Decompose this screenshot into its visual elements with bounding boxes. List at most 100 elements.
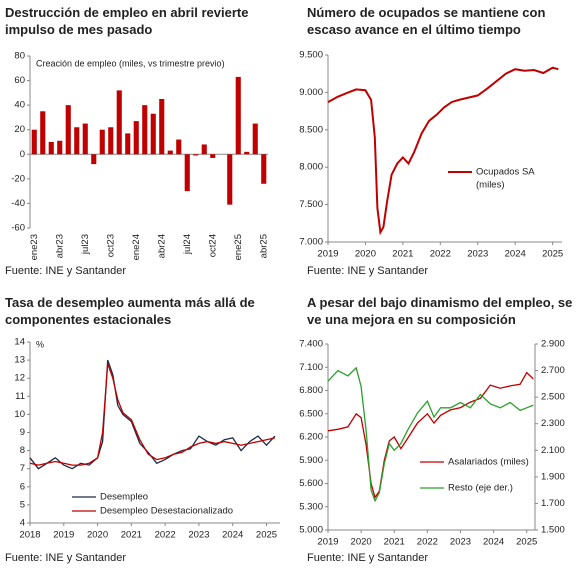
y-tick-label: -60: [11, 223, 25, 234]
x-tick-label: 2019: [317, 249, 338, 260]
bar: [116, 90, 122, 155]
y-tick-label: -20: [11, 173, 25, 184]
bar: [176, 139, 182, 155]
y-tick-label: 10: [14, 409, 25, 420]
source: Fuente: INE y Santander: [5, 265, 127, 277]
bar: [167, 150, 173, 155]
y2-tick-label: 1.700: [541, 498, 565, 509]
y-tick-label: 9: [20, 427, 25, 438]
y-tick-label: 5.900: [299, 455, 323, 466]
bar: [201, 144, 207, 155]
x-tick-label: 2020: [87, 530, 108, 541]
x-tick-label: abr24: [156, 234, 167, 258]
bar: [150, 113, 156, 155]
y-tick-label: 6.500: [299, 408, 323, 419]
line-series: [327, 371, 534, 499]
y-tick-label: 8.500: [299, 124, 323, 135]
bar: [74, 127, 80, 155]
y-tick-label: 5.000: [299, 525, 323, 536]
bar: [31, 129, 37, 155]
y-tick-label: 8: [20, 445, 25, 456]
x-tick-label: 2025: [256, 530, 277, 541]
y-tick-label: 6: [20, 481, 25, 492]
x-tick-label: abr23: [54, 234, 65, 258]
bar: [142, 105, 148, 155]
x-tick-label: jul24: [182, 234, 193, 255]
y-tick-label: 7: [20, 463, 25, 474]
chart-title: A pesar del bajo dinamismo del empleo, s…: [307, 295, 573, 327]
x-tick-label: abr25: [258, 234, 269, 258]
y-tick-label: 14: [14, 337, 25, 348]
source: Fuente: INE y Santander: [307, 265, 429, 277]
y2-tick-label: 2.700: [541, 365, 565, 376]
x-tick-label: 2024: [505, 249, 526, 260]
x-tick-label: 2023: [188, 530, 209, 541]
y-tick-label: 5.300: [299, 501, 323, 512]
legend-label: Asalariados (miles): [448, 457, 529, 468]
x-tick-label: 2025: [516, 537, 537, 548]
x-tick-label: 2021: [121, 530, 142, 541]
x-tick-label: oct24: [207, 234, 218, 257]
y-tick-label: 40: [14, 100, 25, 111]
y-tick-label: -40: [11, 198, 25, 209]
y2-tick-label: 2.500: [541, 392, 565, 403]
chart-title: Destrucción de empleo en abril revierte …: [5, 5, 249, 37]
source: Fuente: INE y Santander: [5, 552, 127, 564]
y-tick-label: 9.500: [299, 50, 323, 61]
y-tick-label: 7.500: [299, 199, 323, 210]
y-tick-label: 11: [15, 391, 25, 402]
y-tick-label: 5: [20, 499, 25, 510]
y-tick-label: 6.800: [299, 385, 323, 396]
annotation: Creación de empleo (miles, vs trimestre …: [36, 58, 225, 68]
bar: [193, 154, 199, 156]
y2-tick-label: 2.300: [541, 418, 565, 429]
x-tick-label: 2019: [317, 537, 338, 548]
y-tick-label: 8.000: [299, 162, 323, 173]
bar: [40, 111, 46, 155]
x-tick-label: 2025: [542, 249, 563, 260]
chart-title: Número de ocupados se mantiene con escas…: [307, 5, 546, 37]
y-tick-label: 7.400: [299, 339, 323, 350]
x-tick-label: 2022: [417, 537, 438, 548]
x-tick-label: 2024: [483, 537, 504, 548]
y2-tick-label: 2.900: [541, 339, 565, 350]
x-tick-label: ene24: [131, 234, 142, 260]
bar: [65, 105, 71, 155]
x-tick-label: 2024: [222, 530, 243, 541]
bar: [227, 154, 233, 205]
x-tick-label: 2020: [351, 537, 372, 548]
y2-tick-label: 1.900: [541, 471, 565, 482]
source: Fuente: INE y Santander: [307, 552, 429, 564]
bar: [133, 121, 139, 155]
y2-tick-label: 1.500: [541, 525, 565, 536]
y-tick-label: 7.100: [299, 362, 323, 373]
x-tick-label: jul23: [80, 234, 91, 255]
x-tick-label: 2022: [155, 530, 176, 541]
y-tick-label: 5.600: [299, 478, 323, 489]
bar: [252, 123, 258, 155]
x-tick-label: 2021: [384, 537, 405, 548]
y-tick-label: 13: [14, 355, 25, 366]
bar: [244, 151, 250, 155]
y-tick-label: 60: [14, 75, 25, 86]
bar: [210, 154, 216, 158]
legend-label: Desempleo Desestacionalizado: [100, 506, 233, 517]
line-series: [29, 359, 276, 470]
y-tick-label: 0: [20, 149, 25, 160]
x-tick-label: 2023: [450, 537, 471, 548]
x-tick-label: 2021: [392, 249, 413, 260]
bar: [48, 142, 54, 155]
x-tick-label: 2020: [355, 249, 376, 260]
legend-note: (miles): [476, 180, 505, 191]
chart-title: Tasa de desempleo aumenta más allá de co…: [5, 295, 255, 327]
y-tick-label: 6.200: [299, 432, 323, 443]
bar: [159, 99, 165, 155]
x-tick-label: 2018: [19, 530, 40, 541]
y-tick-label: 9.000: [299, 87, 323, 98]
x-tick-label: 2019: [53, 530, 74, 541]
y-tick-label: 12: [14, 373, 25, 384]
legend-label: Resto (eje der.): [448, 483, 513, 494]
bar: [99, 129, 105, 155]
y-tick-label: 20: [14, 124, 25, 135]
x-tick-label: 2023: [467, 249, 488, 260]
